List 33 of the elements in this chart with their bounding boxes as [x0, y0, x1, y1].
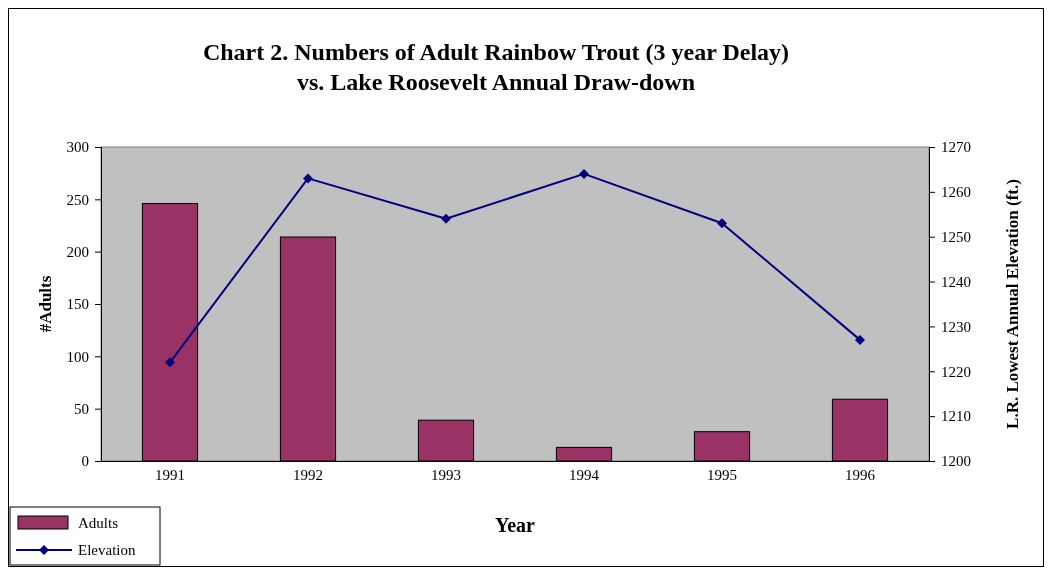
point — [165, 357, 175, 368]
y-tick-label: 250 — [66, 191, 89, 208]
y2-tick-label: 1200 — [941, 453, 971, 470]
point — [855, 334, 865, 345]
legend-label: Adults — [78, 515, 119, 531]
chart-title: Chart 2. Numbers of Adult Rainbow Trout (3 year Delay) vs. Lake Roosevelt Annual Draw-down — [202, 39, 790, 95]
x-tick-label: 1992 — [293, 466, 323, 483]
x-tick-label: 1996 — [845, 466, 876, 483]
x-tick-label: 1991 — [155, 466, 185, 483]
y-tick-label: 200 — [66, 243, 89, 260]
x-axis-title: Year — [495, 514, 536, 536]
y2-tick-label: 1210 — [941, 408, 971, 425]
y2-tick-label: 1260 — [941, 184, 971, 201]
point — [717, 218, 727, 229]
point — [441, 213, 451, 224]
x-tick-label: 1993 — [431, 466, 461, 483]
y2-tick-label: 1270 — [941, 139, 971, 156]
y2-tick-label: 1240 — [941, 273, 971, 290]
legend-label: Elevation — [78, 542, 136, 558]
y-tick-label: 150 — [66, 296, 89, 313]
y-tick-label: 0 — [81, 453, 89, 470]
y-tick-label: 100 — [66, 348, 89, 365]
y2-axis-title: L.R. Lowest Annual Elevation (ft.) — [1003, 179, 1022, 429]
x-tick-label: 1995 — [707, 466, 737, 483]
y-axis-title: #Adults — [36, 275, 55, 333]
y-tick-label: 50 — [74, 400, 89, 417]
point — [579, 168, 589, 179]
y2-tick-label: 1230 — [941, 318, 971, 335]
y-tick-label: 300 — [66, 139, 89, 156]
x-tick-label: 1994 — [569, 466, 600, 483]
y2-tick-label: 1220 — [941, 363, 971, 380]
y2-tick-label: 1250 — [941, 229, 971, 246]
point — [303, 173, 313, 184]
